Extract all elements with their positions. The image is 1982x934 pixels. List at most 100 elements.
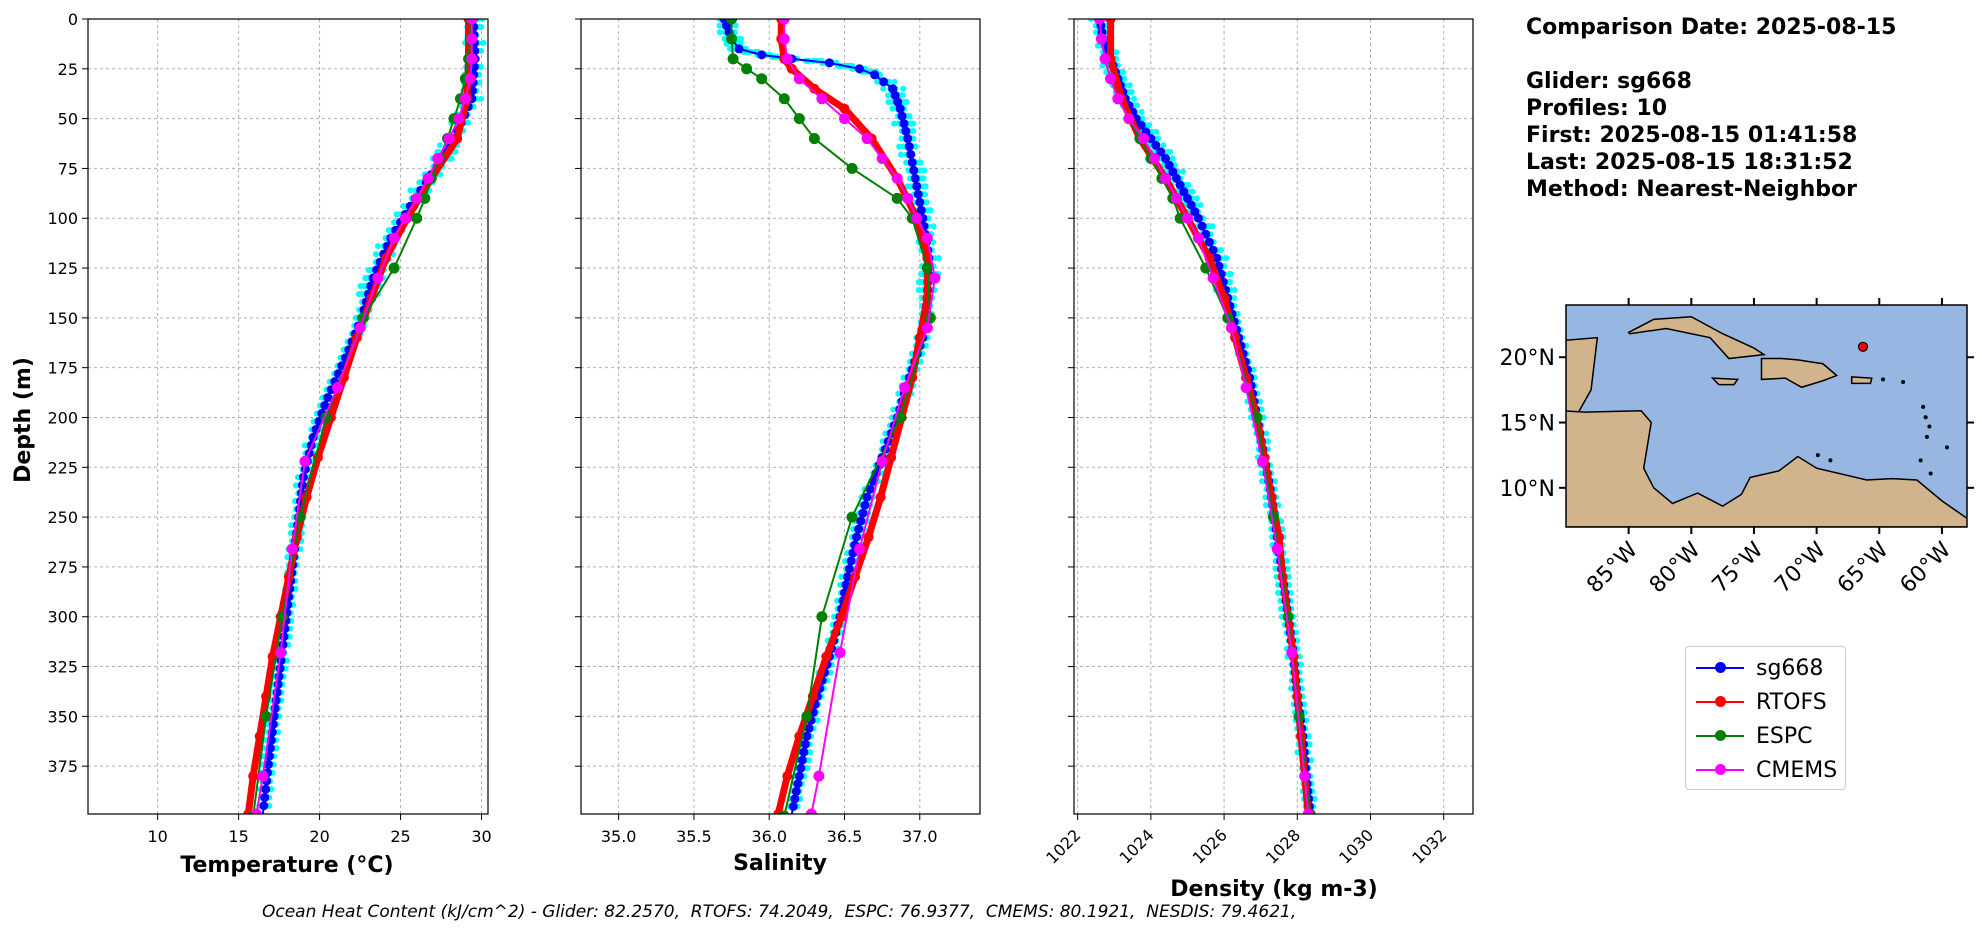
island-marker: [1928, 471, 1933, 476]
series-point-espc: [921, 262, 933, 274]
glider-profile-point: [906, 113, 913, 120]
x-tick-label: 35.0: [601, 827, 637, 846]
series-point-cmems: [834, 647, 846, 659]
x-tick-label: 36.5: [827, 827, 863, 846]
island-marker: [1815, 453, 1820, 458]
glider-profile-point: [732, 22, 739, 29]
series-point-espc: [411, 212, 423, 224]
cuba: [1627, 315, 1767, 360]
series-point-sg668: [824, 58, 834, 68]
glider-profile-point: [814, 717, 821, 724]
series-point-cmems: [1095, 33, 1107, 45]
series-point-sg668: [907, 157, 917, 167]
y-tick-label: 0: [68, 10, 78, 29]
series-point-cmems: [861, 133, 873, 145]
series-point-sg668: [757, 50, 767, 60]
glider-profile-point: [1227, 279, 1234, 286]
series-point-sg668: [903, 134, 913, 144]
series-point-sg668: [870, 70, 880, 80]
glider-profile-point: [918, 271, 925, 278]
series-point-sg668: [796, 763, 806, 773]
series-point-sg668: [1179, 187, 1189, 197]
series-point-sg668: [1193, 213, 1203, 223]
glider-profile-point: [903, 159, 910, 166]
island-marker: [1828, 458, 1833, 463]
glider-profile-point: [736, 35, 743, 42]
series-point-sg668: [852, 532, 862, 542]
lon-tick-label: 70°W: [1770, 537, 1831, 598]
series-point-cmems: [793, 73, 805, 85]
series-point-espc: [419, 192, 431, 204]
series-point-sg668: [862, 492, 872, 502]
glider-profile-point: [912, 143, 919, 150]
yucatan-landmass: [1566, 335, 1599, 413]
legend-label: CMEMS: [1756, 758, 1838, 783]
island-marker: [1881, 377, 1886, 382]
series-point-rtofs: [863, 532, 874, 543]
legend-marker: [1715, 696, 1726, 707]
series-point-espc: [756, 73, 768, 85]
series-point-sg668: [855, 64, 865, 74]
series-point-sg668: [1161, 153, 1171, 163]
series-point-sg668: [260, 792, 270, 802]
series-point-cmems: [432, 152, 444, 164]
series-point-espc: [808, 133, 820, 145]
series-point-rtofs: [248, 771, 259, 782]
series-point-cmems: [929, 272, 941, 284]
series-point-sg668: [804, 723, 814, 733]
glider-profile-point: [827, 669, 834, 676]
series-point-sg668: [844, 564, 854, 574]
series-point-sg668: [879, 77, 889, 87]
series-point-sg668: [1171, 173, 1181, 183]
y-tick-label: 175: [47, 359, 78, 378]
series-point-cmems: [466, 19, 478, 25]
x-tick-label: 25: [390, 827, 410, 846]
glider-profile-point: [891, 120, 898, 127]
series-point-sg668: [793, 779, 803, 789]
series-point-cmems: [816, 93, 828, 105]
glider-profile-point: [1146, 122, 1153, 129]
x-tick-label: 35.5: [676, 827, 712, 846]
y-tick-label: 275: [47, 558, 78, 577]
glider-profile-point: [880, 85, 887, 92]
glider-profile-point: [921, 167, 928, 174]
series-point-sg668: [790, 794, 800, 804]
x-tick-label: 1028: [1262, 825, 1304, 867]
series-point-cmems: [1170, 192, 1182, 204]
series-point-espc: [793, 113, 805, 125]
island-marker: [1923, 415, 1928, 420]
series-point-sg668: [858, 508, 868, 518]
series-point-cmems: [854, 543, 866, 555]
glider-profile-point: [477, 63, 484, 70]
glider-profile-point: [910, 128, 917, 135]
puerto-rico: [1850, 376, 1873, 385]
y-tick-label: 125: [47, 259, 78, 278]
glider-profile-point: [1169, 155, 1176, 162]
glider-location-marker: [1857, 341, 1869, 352]
series-point-sg668: [865, 484, 875, 494]
x-tick-label: 10: [147, 827, 167, 846]
series-point-cmems: [372, 272, 384, 284]
glider-profile-point: [1226, 271, 1233, 278]
y-tick-label: 250: [47, 508, 78, 527]
location-map: 10°N 15°N 20°N 85°W 80°W 75°W 70°W 65°W 60°W: [1500, 298, 1974, 598]
x-tick-label: 30: [471, 827, 491, 846]
series-point-rtofs: [836, 611, 847, 622]
x-tick-label: 1022: [1042, 825, 1084, 867]
y-tick-label: 225: [47, 458, 78, 477]
density-axis-label: Density (kg m-3): [1170, 877, 1378, 902]
series-point-cmems: [891, 172, 903, 184]
series-point-sg668: [843, 572, 853, 582]
plot-area: [1087, 19, 1318, 814]
glider-profile-point: [1160, 142, 1167, 149]
series-point-cmems: [443, 133, 455, 145]
series-point-sg668: [910, 173, 920, 183]
glider-profile-point: [922, 342, 929, 349]
series-point-rtofs: [782, 771, 793, 782]
series-point-sg668: [1151, 140, 1161, 150]
series-point-sg668: [860, 500, 870, 510]
x-tick-label: 15: [228, 827, 248, 846]
glider-profile-point: [477, 23, 484, 30]
y-tick-label: 150: [47, 309, 78, 328]
glider-profile-point: [925, 215, 932, 222]
